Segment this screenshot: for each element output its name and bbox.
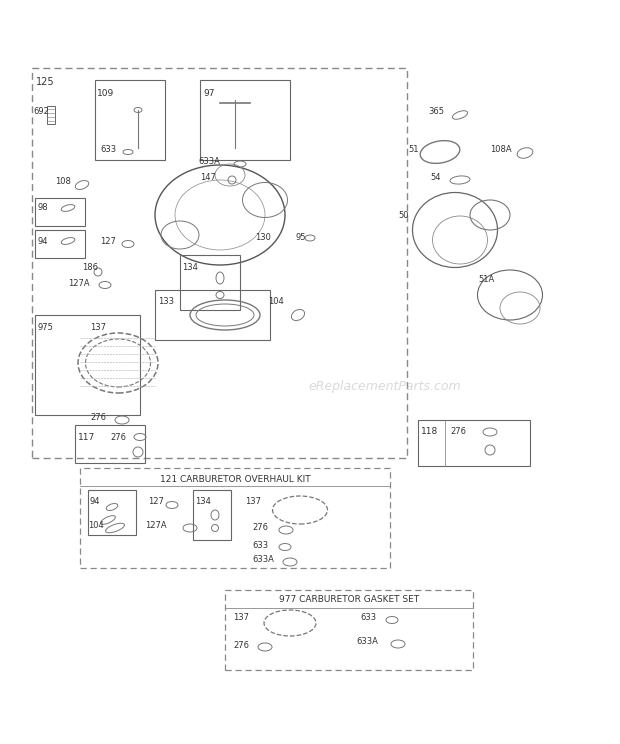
Text: 975: 975: [38, 324, 54, 333]
Text: 633: 633: [100, 146, 116, 155]
Text: 109: 109: [97, 89, 114, 98]
Text: 276: 276: [90, 414, 106, 423]
Text: 633A: 633A: [356, 638, 378, 647]
Text: 97: 97: [203, 89, 215, 97]
Text: 108A: 108A: [490, 146, 511, 155]
Text: 134: 134: [195, 498, 211, 507]
Text: 365: 365: [428, 107, 444, 117]
Text: 633A: 633A: [252, 556, 274, 565]
Text: 137: 137: [245, 498, 261, 507]
Text: 117: 117: [78, 432, 95, 441]
Text: 276: 276: [450, 428, 466, 437]
Text: 633: 633: [360, 614, 376, 623]
Text: eReplacementParts.com: eReplacementParts.com: [308, 380, 461, 394]
Text: 276: 276: [252, 522, 268, 531]
Text: 633A: 633A: [198, 158, 220, 167]
Text: 633: 633: [252, 540, 268, 550]
Text: 108: 108: [55, 178, 71, 187]
Text: 276: 276: [233, 641, 249, 650]
Text: 104: 104: [268, 298, 284, 307]
Text: 186: 186: [82, 263, 98, 272]
Text: 125: 125: [36, 77, 55, 87]
Text: 127A: 127A: [68, 278, 90, 287]
Text: 133: 133: [158, 298, 174, 307]
Text: 50: 50: [398, 211, 409, 219]
Text: 54: 54: [430, 173, 440, 182]
Text: 130: 130: [255, 234, 271, 243]
Text: 51A: 51A: [478, 275, 494, 284]
Text: 137: 137: [233, 614, 249, 623]
Text: 94: 94: [37, 237, 48, 246]
Text: 98: 98: [37, 204, 48, 213]
Text: 692: 692: [33, 107, 49, 117]
Text: 121 CARBURETOR OVERHAUL KIT: 121 CARBURETOR OVERHAUL KIT: [160, 475, 311, 484]
Text: 127A: 127A: [145, 521, 167, 530]
Text: 147: 147: [200, 173, 216, 182]
Text: 276: 276: [110, 432, 126, 441]
Text: 127: 127: [148, 498, 164, 507]
Text: 127: 127: [100, 237, 116, 246]
Text: 51: 51: [408, 146, 419, 155]
Text: 977 CARBURETOR GASKET SET: 977 CARBURETOR GASKET SET: [279, 595, 419, 604]
Text: 94: 94: [90, 498, 100, 507]
Text: 118: 118: [421, 428, 438, 437]
Text: 137: 137: [90, 324, 106, 333]
Text: 134: 134: [182, 263, 198, 272]
Text: 104: 104: [88, 521, 104, 530]
Text: 95: 95: [295, 234, 306, 243]
